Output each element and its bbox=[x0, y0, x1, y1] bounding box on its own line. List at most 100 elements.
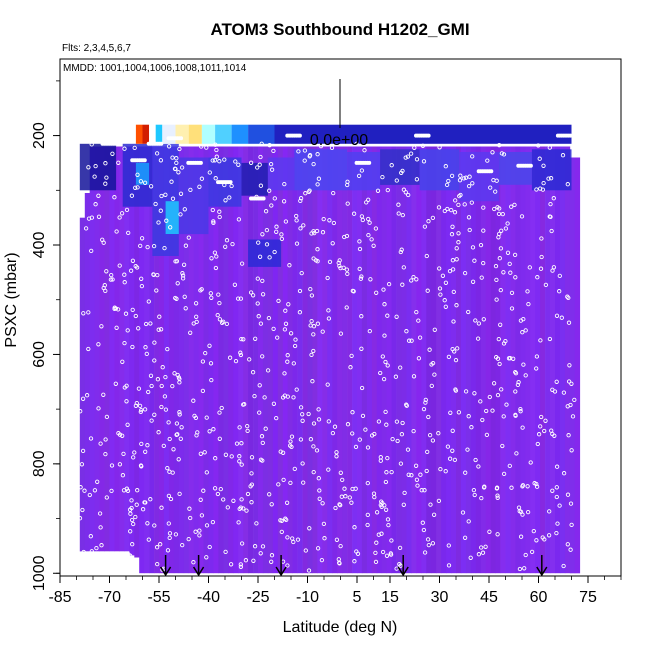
sample-marker bbox=[156, 430, 161, 435]
sample-marker bbox=[309, 352, 314, 358]
sample-marker bbox=[395, 438, 400, 444]
sample-marker bbox=[359, 314, 364, 319]
sample-marker bbox=[523, 328, 528, 333]
sample-marker bbox=[330, 241, 335, 246]
sample-marker bbox=[255, 165, 260, 170]
latitude-arrowhead bbox=[536, 566, 548, 577]
sample-marker bbox=[279, 529, 284, 535]
heatmap-cell bbox=[510, 146, 516, 574]
sample-marker bbox=[534, 484, 540, 489]
heatmap-cell bbox=[223, 146, 229, 574]
sample-marker bbox=[561, 471, 567, 476]
sample-marker bbox=[440, 273, 446, 278]
sample-marker bbox=[341, 265, 346, 270]
sample-marker bbox=[95, 479, 100, 484]
sample-marker bbox=[536, 432, 542, 437]
sample-marker bbox=[130, 344, 135, 350]
sample-marker bbox=[169, 179, 174, 184]
sample-marker bbox=[427, 347, 432, 352]
heatmap-cell bbox=[248, 124, 275, 144]
sample-marker bbox=[551, 265, 557, 270]
sample-marker bbox=[238, 564, 244, 569]
sample-marker bbox=[453, 198, 458, 203]
sample-marker bbox=[337, 258, 342, 263]
sample-marker bbox=[389, 163, 394, 168]
sample-marker bbox=[294, 218, 299, 223]
sample-marker bbox=[518, 318, 524, 323]
sample-marker bbox=[248, 290, 254, 295]
sample-marker bbox=[496, 235, 501, 240]
sample-marker bbox=[269, 203, 274, 208]
sample-marker bbox=[480, 550, 486, 555]
sample-marker bbox=[252, 393, 257, 399]
sample-marker bbox=[447, 456, 453, 461]
sample-marker bbox=[408, 151, 414, 156]
heatmap-cell bbox=[297, 146, 303, 574]
sample-marker bbox=[223, 244, 228, 249]
sample-marker bbox=[430, 541, 436, 546]
sample-marker bbox=[456, 410, 462, 415]
sample-marker bbox=[546, 533, 552, 538]
sample-marker bbox=[77, 516, 83, 521]
sample-marker bbox=[81, 549, 86, 555]
sample-marker bbox=[400, 282, 405, 287]
sample-marker bbox=[446, 543, 451, 548]
sample-marker bbox=[285, 353, 290, 358]
sample-marker bbox=[294, 213, 299, 219]
sample-marker bbox=[96, 214, 102, 219]
sample-marker bbox=[109, 488, 114, 494]
sample-marker bbox=[522, 566, 527, 571]
sample-marker bbox=[380, 174, 385, 180]
sample-marker bbox=[385, 187, 390, 193]
sample-marker bbox=[297, 288, 303, 294]
sample-marker bbox=[227, 355, 233, 360]
sample-marker bbox=[454, 257, 459, 262]
sample-marker bbox=[517, 566, 523, 572]
sample-marker bbox=[356, 173, 362, 179]
sample-marker bbox=[320, 230, 326, 235]
dates-note: MMDD: 1001,1004,1006,1008,1011,1014 bbox=[63, 63, 247, 74]
sample-marker bbox=[554, 485, 559, 490]
sample-marker bbox=[521, 362, 526, 367]
sample-marker bbox=[476, 464, 481, 469]
sample-marker bbox=[481, 205, 486, 210]
sample-marker bbox=[484, 408, 489, 414]
heatmap-cell bbox=[79, 217, 86, 552]
sample-marker bbox=[494, 485, 500, 490]
sample-marker bbox=[209, 295, 214, 300]
sample-marker bbox=[394, 178, 399, 183]
sample-marker bbox=[129, 517, 135, 523]
heatmap-cell bbox=[109, 146, 115, 552]
sample-marker bbox=[534, 354, 540, 359]
heatmap-cell bbox=[155, 124, 163, 144]
sample-marker bbox=[554, 530, 559, 536]
sample-marker bbox=[318, 143, 324, 149]
sample-marker bbox=[394, 419, 400, 424]
sample-marker bbox=[301, 480, 306, 485]
sample-marker bbox=[426, 133, 431, 138]
sample-marker bbox=[518, 406, 523, 412]
sample-marker bbox=[281, 477, 286, 483]
sample-marker bbox=[383, 479, 389, 485]
sample-marker bbox=[383, 409, 388, 415]
sample-marker bbox=[484, 432, 490, 438]
sample-marker bbox=[450, 258, 456, 263]
sample-marker bbox=[462, 535, 468, 540]
sample-marker bbox=[469, 200, 474, 205]
sample-marker bbox=[245, 428, 250, 434]
sample-marker bbox=[481, 260, 486, 266]
sample-marker bbox=[122, 272, 127, 277]
sample-marker bbox=[174, 421, 180, 426]
sample-marker bbox=[543, 418, 548, 423]
sample-marker bbox=[263, 209, 269, 214]
sample-marker bbox=[497, 143, 502, 148]
heatmap-cell bbox=[421, 146, 427, 574]
sample-marker bbox=[378, 370, 383, 376]
sample-marker bbox=[300, 461, 305, 466]
sample-marker bbox=[398, 365, 403, 370]
sample-marker bbox=[199, 144, 204, 149]
sample-marker bbox=[174, 156, 179, 161]
sample-marker bbox=[531, 528, 536, 534]
x-tick-label: -85 bbox=[48, 589, 71, 606]
sample-marker bbox=[263, 426, 268, 431]
